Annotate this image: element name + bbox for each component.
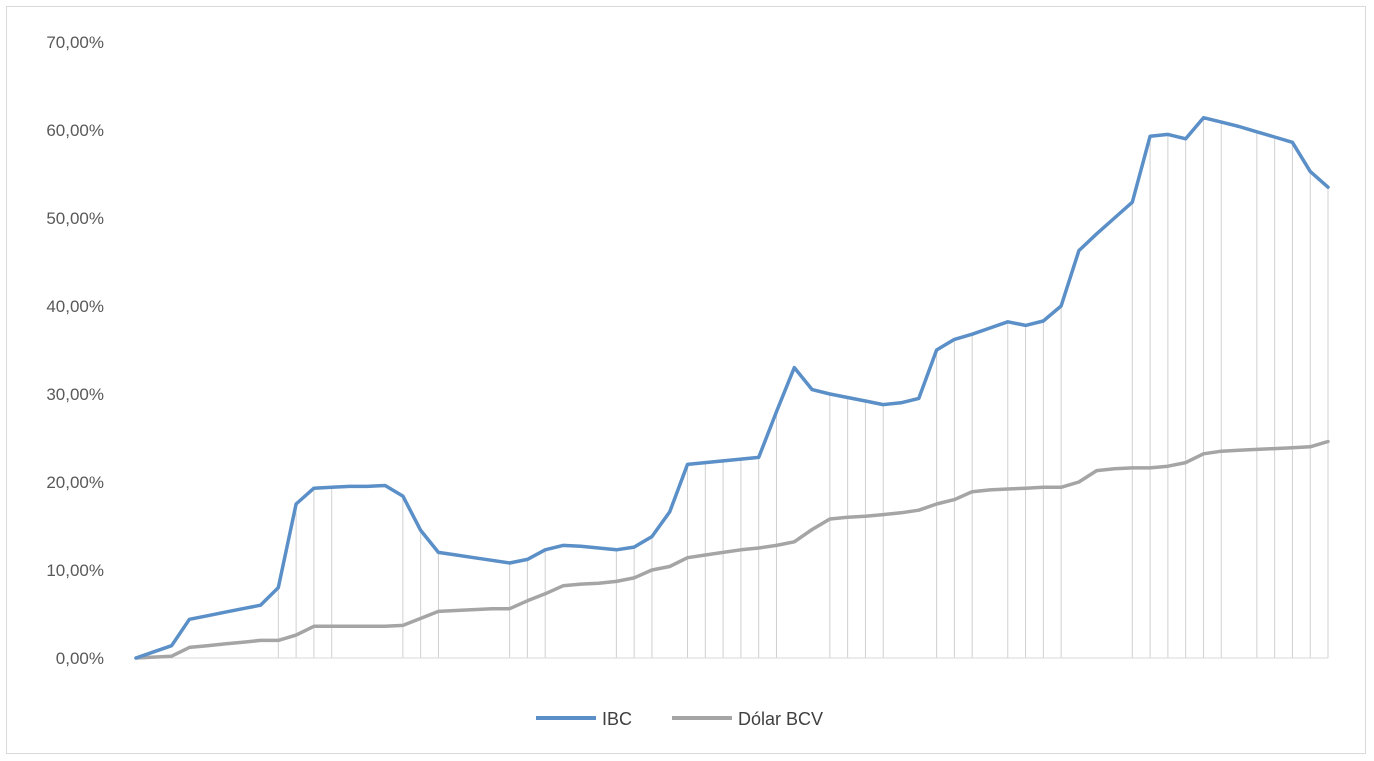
y-tick-label: 70,00% [46,33,104,52]
series-line-ibc [134,115,1330,660]
y-tick-label: 30,00% [46,385,104,404]
drop-lines [277,117,1329,658]
y-tick-label: 40,00% [46,297,104,316]
series-lines [134,115,1330,660]
y-tick-label: 60,00% [46,121,104,140]
legend: IBC Dólar BCV [536,709,823,729]
legend-label: IBC [602,709,632,729]
series-line-d-lar-bcv [134,439,1330,660]
y-tick-label: 10,00% [46,561,104,580]
y-tick-label: 50,00% [46,209,104,228]
chart-frame [6,6,1366,754]
legend-label: Dólar BCV [738,709,823,729]
y-tick-label: 0,00% [56,649,104,668]
y-tick-label: 20,00% [46,473,104,492]
y-axis-tick-labels: 0,00% 10,00% 20,00% 30,00% 40,00% 50,00% 60,00… [46,33,104,668]
